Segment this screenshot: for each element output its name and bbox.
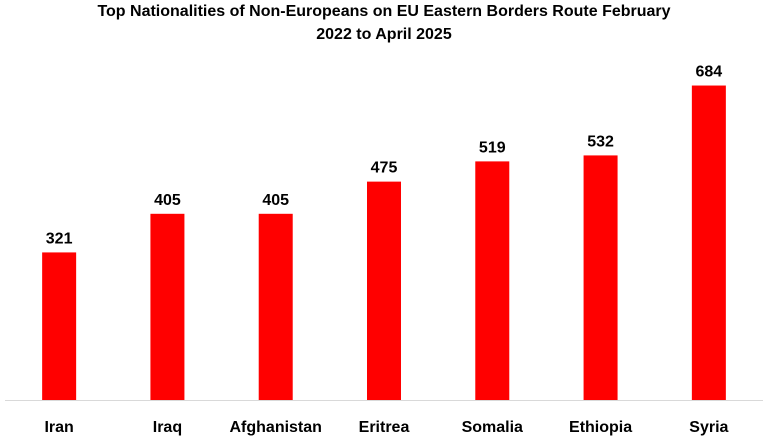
category-labels-group: Iran Iraq Afghanistan Eritrea Somalia Ethiopi… — [44, 419, 728, 436]
chart-title: Top Nationalities of Non-Europeans on EU… — [0, 0, 768, 46]
data-labels-group: 321 405 405 475 519 532 684 — [46, 64, 723, 248]
bar-iran — [42, 252, 77, 400]
data-label-ethiopia: 532 — [587, 133, 614, 150]
chart-title-line-1: Top Nationalities of Non-Europeans on EU… — [97, 3, 671, 20]
category-label-eritrea: Eritrea — [359, 419, 410, 436]
data-label-iran: 321 — [46, 230, 73, 247]
data-label-iraq: 405 — [154, 192, 181, 209]
category-label-iran: Iran — [44, 419, 73, 436]
category-label-ethiopia: Ethiopia — [569, 419, 632, 436]
category-label-iraq: Iraq — [153, 419, 182, 436]
bar-ethiopia — [583, 155, 618, 400]
data-label-afghanistan: 405 — [262, 192, 289, 209]
bar-eritrea — [367, 181, 401, 400]
category-label-somalia: Somalia — [462, 419, 523, 436]
bar-iraq — [150, 213, 185, 400]
data-label-eritrea: 475 — [371, 160, 398, 177]
bar-afghanistan — [258, 213, 293, 400]
category-label-syria: Syria — [689, 419, 728, 436]
data-label-syria: 684 — [696, 64, 723, 81]
bar-syria — [691, 85, 726, 400]
data-label-somalia: 519 — [479, 139, 506, 156]
bars-group — [42, 85, 726, 400]
bar-somalia — [475, 161, 510, 400]
chart-title-line-2: 2022 to April 2025 — [316, 26, 452, 43]
category-label-afghanistan: Afghanistan — [229, 419, 321, 436]
